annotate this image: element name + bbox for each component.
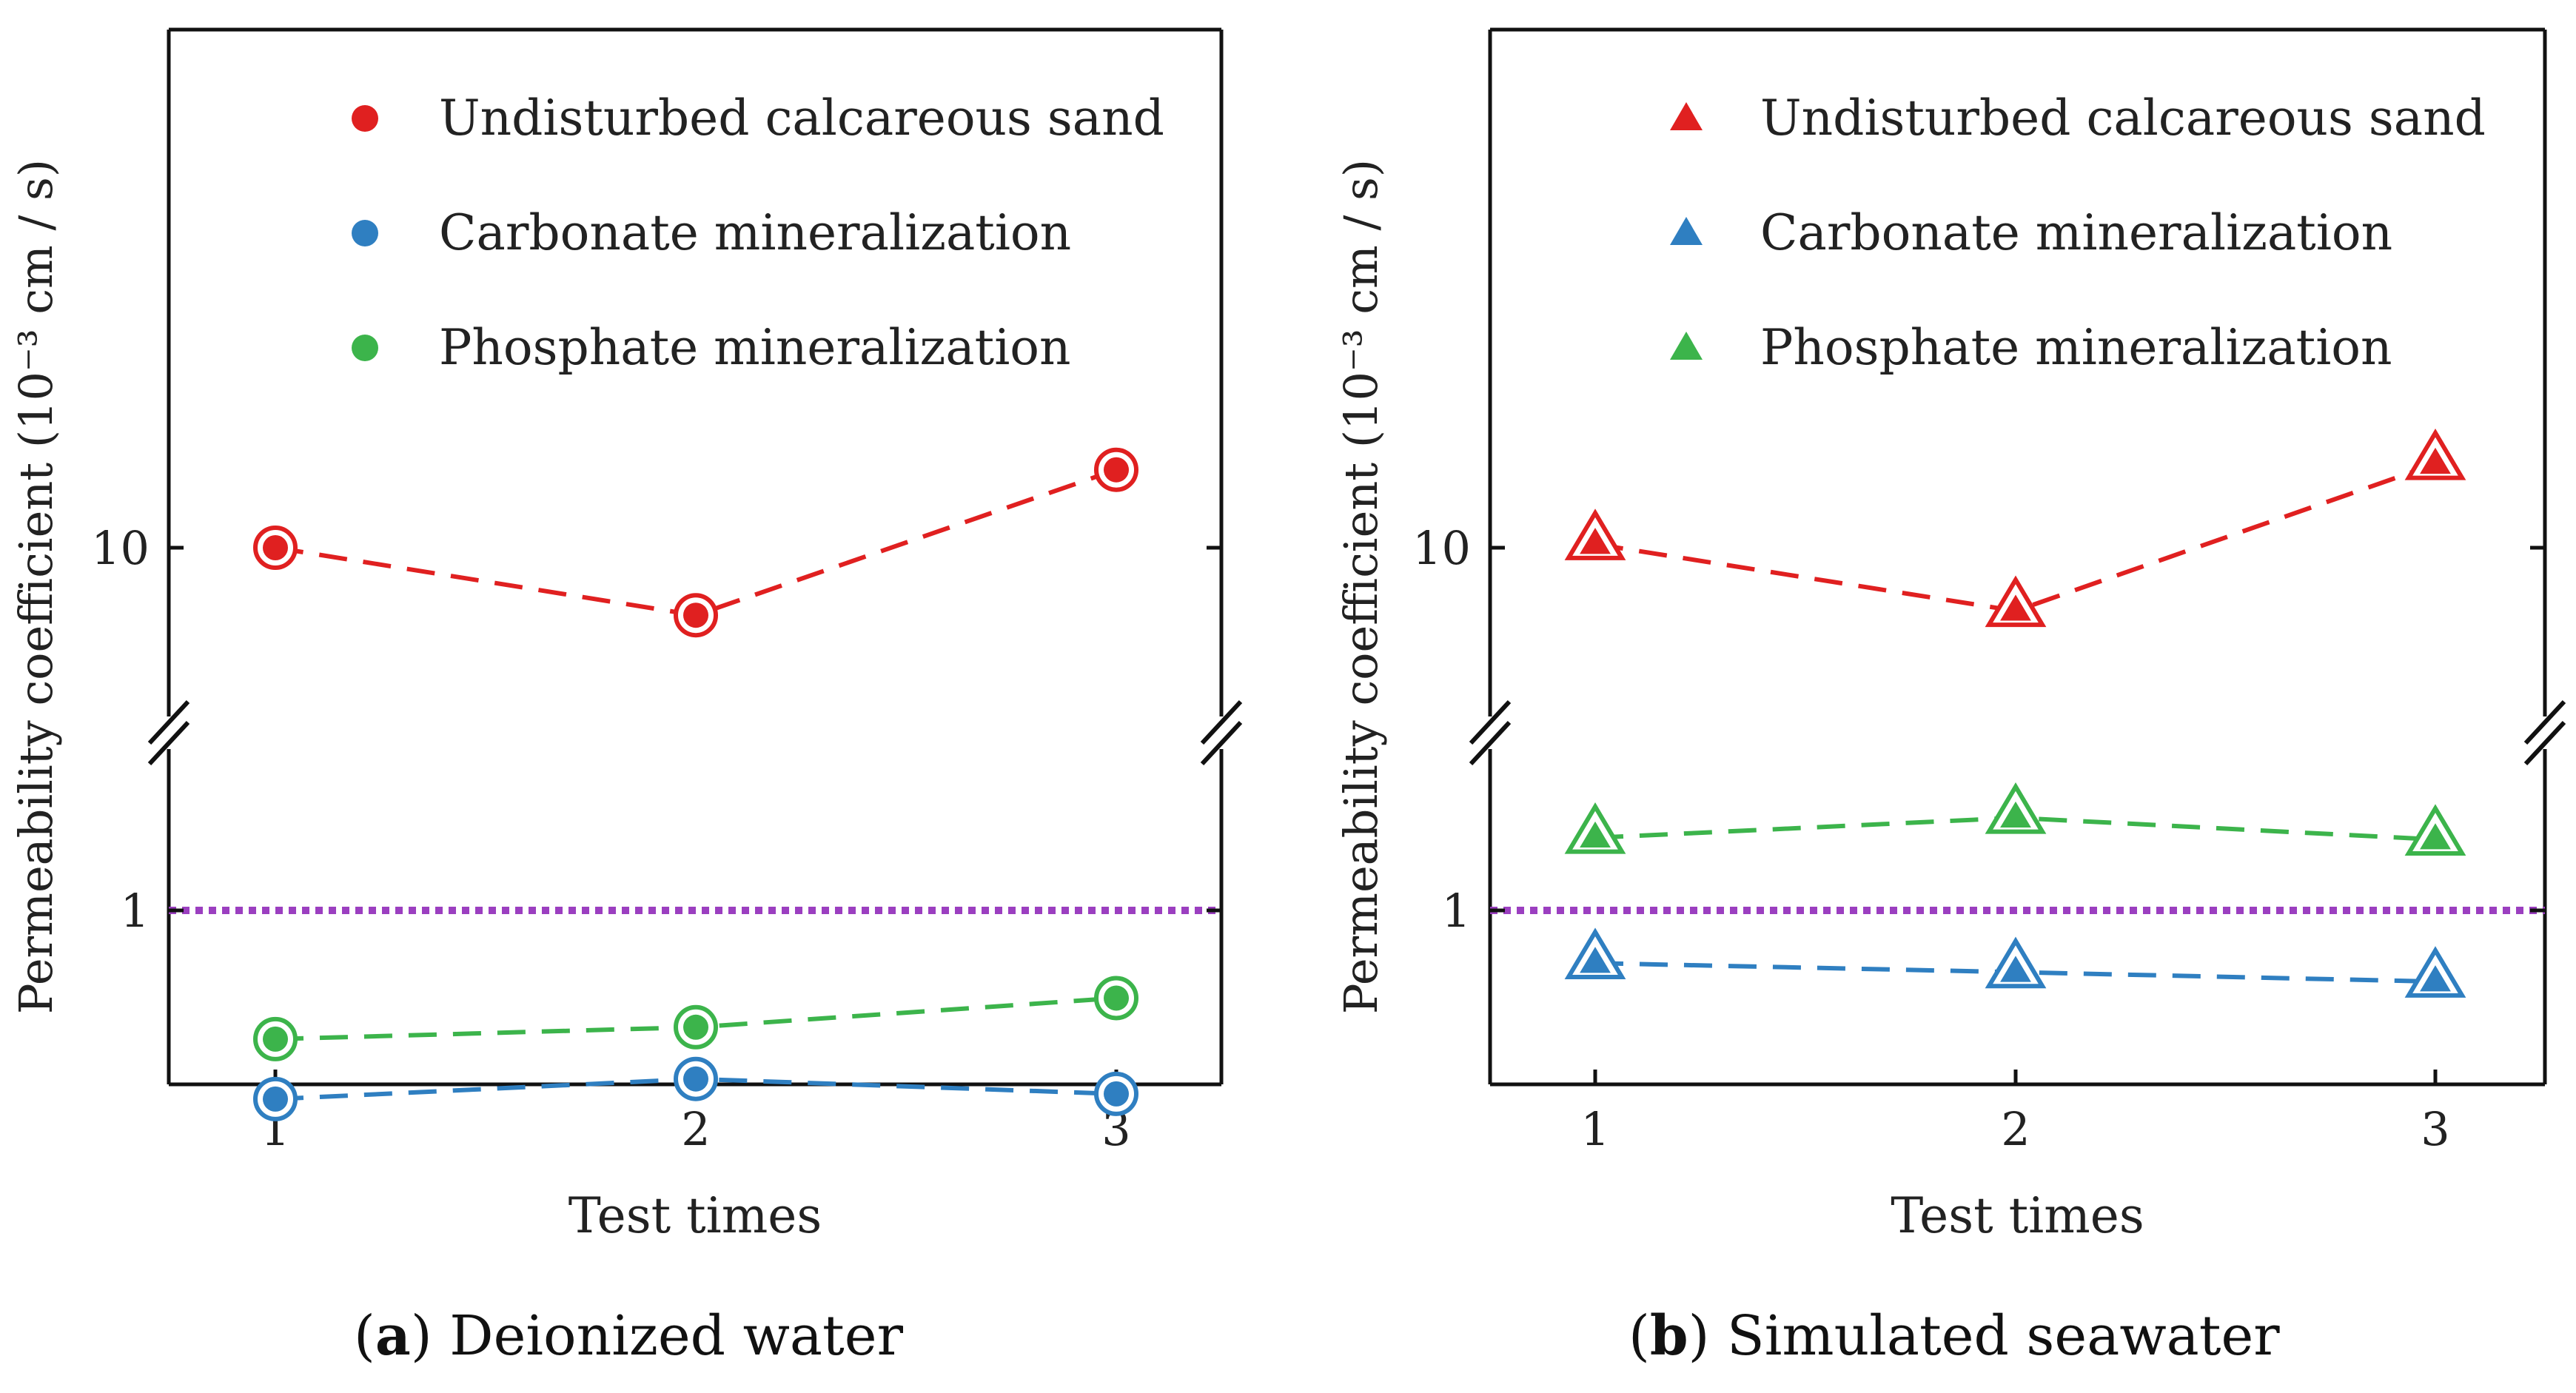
data-point-s0-1 bbox=[1580, 528, 1611, 554]
y-tick-label: 10 bbox=[91, 521, 150, 575]
axis-break-mark bbox=[2523, 720, 2566, 766]
y-axis-label: Permeability coefficient (10⁻³ cm / s) bbox=[9, 159, 63, 1014]
caption-b-text: Simulated seawater bbox=[1727, 1304, 2280, 1368]
caption-b-letter: b bbox=[1649, 1304, 1688, 1368]
axis-break-mark bbox=[1200, 699, 1243, 745]
data-point-s2-3 bbox=[2420, 823, 2451, 850]
legend-marker-2 bbox=[352, 335, 378, 361]
legend-label-1: Carbonate mineralization bbox=[439, 204, 1071, 261]
legend-label-0: Undisturbed calcareous sand bbox=[1760, 90, 2486, 147]
legend-marker-0 bbox=[352, 105, 378, 132]
legend-label-1: Carbonate mineralization bbox=[1760, 204, 2392, 261]
x-tick-label: 2 bbox=[2001, 1102, 2030, 1156]
axis-break-mark bbox=[1469, 720, 1512, 766]
axis-break-mark bbox=[1469, 699, 1512, 745]
y-axis-label: Permeability coefficient (10⁻³ cm / s) bbox=[1334, 159, 1388, 1014]
y-tick-label: 1 bbox=[1442, 884, 1471, 938]
data-point-s1-1 bbox=[263, 1086, 288, 1112]
legend-label-2: Phosphate mineralization bbox=[1760, 319, 2392, 376]
data-point-s1-3 bbox=[1104, 1081, 1129, 1107]
x-tick-label: 2 bbox=[681, 1102, 710, 1156]
axis-break-mark bbox=[147, 720, 190, 766]
data-point-s0-2 bbox=[683, 602, 708, 628]
data-point-s1-2 bbox=[683, 1066, 708, 1092]
caption-a-letter: a bbox=[375, 1304, 411, 1368]
y-tick-label: 10 bbox=[1412, 521, 1471, 575]
axis-break-mark bbox=[147, 699, 190, 745]
legend-label-0: Undisturbed calcareous sand bbox=[439, 90, 1164, 147]
data-point-s1-2 bbox=[2000, 956, 2031, 982]
x-tick-label: 1 bbox=[1580, 1102, 1609, 1156]
axis-break-mark bbox=[1200, 720, 1243, 766]
data-point-s2-2 bbox=[2000, 801, 2031, 828]
legend-label-2: Phosphate mineralization bbox=[439, 319, 1071, 376]
x-axis-label: Test times bbox=[1891, 1187, 2144, 1244]
data-point-s2-1 bbox=[1580, 821, 1611, 848]
data-point-s2-2 bbox=[683, 1014, 708, 1040]
legend-marker-2 bbox=[1670, 332, 1703, 360]
data-point-s1-1 bbox=[1580, 947, 1611, 973]
data-point-s0-2 bbox=[2000, 594, 2031, 621]
axis-break-mark bbox=[2523, 699, 2566, 745]
data-point-s0-3 bbox=[1104, 457, 1129, 483]
data-point-s2-3 bbox=[1104, 985, 1129, 1011]
x-tick-label: 3 bbox=[2421, 1102, 2449, 1156]
x-axis-label: Test times bbox=[568, 1187, 822, 1244]
caption-a: (a) Deionized water bbox=[354, 1304, 903, 1368]
data-point-s0-3 bbox=[2420, 447, 2451, 474]
caption-b: (b) Simulated seawater bbox=[1629, 1304, 2280, 1368]
chart-panel-b: 1 10 1 2 3 Test times Permeability coefficient… bbox=[1334, 27, 2566, 1244]
data-point-s2-1 bbox=[263, 1026, 288, 1052]
legend-marker-1 bbox=[1670, 217, 1703, 245]
y-tick-label: 1 bbox=[121, 884, 150, 938]
data-point-s1-3 bbox=[2420, 965, 2451, 992]
legend-marker-0 bbox=[1670, 102, 1703, 130]
legend-marker-1 bbox=[352, 220, 378, 246]
caption-a-text: Deionized water bbox=[449, 1304, 903, 1368]
data-point-s0-1 bbox=[263, 535, 288, 560]
